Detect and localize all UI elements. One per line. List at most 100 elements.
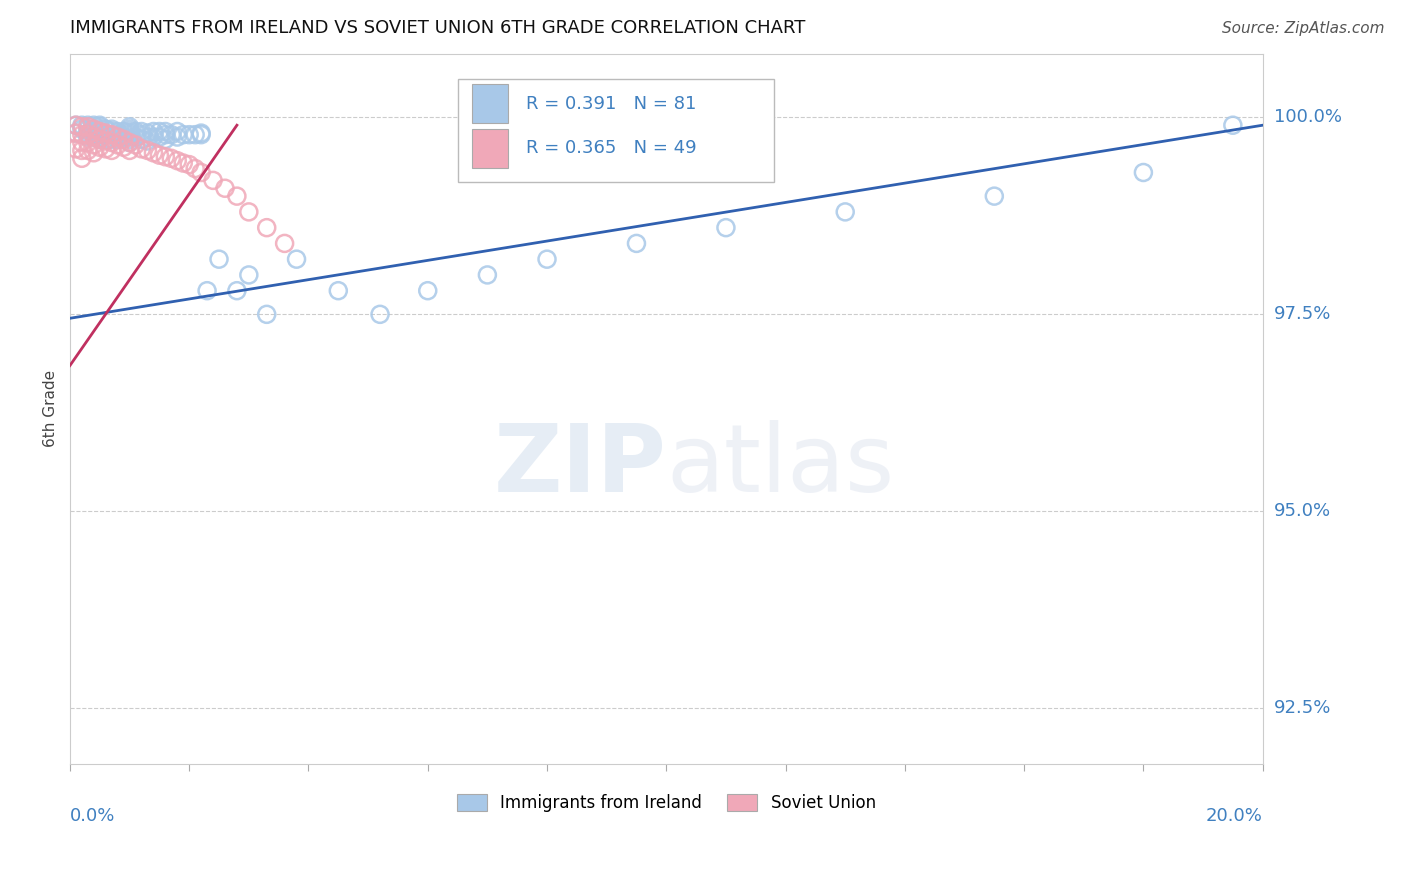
Point xyxy=(118,124,141,138)
Point xyxy=(107,128,129,142)
Point xyxy=(89,126,111,140)
Point xyxy=(328,284,350,298)
Point xyxy=(94,122,117,136)
Point xyxy=(70,136,93,150)
Text: 100.0%: 100.0% xyxy=(1274,108,1341,127)
Point xyxy=(89,124,111,138)
Point xyxy=(131,132,153,146)
Point xyxy=(148,130,170,145)
Text: 20.0%: 20.0% xyxy=(1206,807,1263,825)
Text: 97.5%: 97.5% xyxy=(1274,305,1331,323)
Point xyxy=(83,145,105,160)
Point xyxy=(100,132,122,146)
Point xyxy=(112,132,135,146)
Point xyxy=(118,144,141,158)
Point xyxy=(65,126,87,140)
Point xyxy=(136,134,159,148)
Point xyxy=(76,144,98,158)
Point xyxy=(160,128,183,142)
Text: 92.5%: 92.5% xyxy=(1274,699,1331,717)
Text: 0.0%: 0.0% xyxy=(70,807,115,825)
Point xyxy=(368,307,391,321)
Point xyxy=(834,205,856,219)
Point xyxy=(166,153,188,168)
Point xyxy=(76,122,98,136)
Point xyxy=(136,144,159,158)
Point xyxy=(118,128,141,142)
Point xyxy=(1132,165,1154,179)
Point xyxy=(70,144,93,158)
FancyBboxPatch shape xyxy=(457,79,773,182)
Point xyxy=(107,137,129,152)
Point xyxy=(94,126,117,140)
Point xyxy=(131,142,153,156)
Point xyxy=(83,130,105,145)
Legend: Immigrants from Ireland, Soviet Union: Immigrants from Ireland, Soviet Union xyxy=(450,788,883,819)
Point xyxy=(160,151,183,165)
Point xyxy=(626,236,648,251)
Point xyxy=(536,252,558,267)
Point xyxy=(89,140,111,154)
Point xyxy=(142,145,165,160)
Point xyxy=(94,142,117,156)
Point xyxy=(94,132,117,146)
Point xyxy=(256,220,278,235)
Point xyxy=(142,130,165,145)
Point xyxy=(172,128,194,142)
Point xyxy=(65,118,87,132)
Point xyxy=(124,124,146,138)
Point xyxy=(184,161,207,176)
Point xyxy=(148,124,170,138)
Point xyxy=(76,130,98,145)
Point xyxy=(136,130,159,145)
Point xyxy=(70,151,93,165)
Point xyxy=(131,128,153,142)
Point xyxy=(155,128,177,142)
Point xyxy=(155,150,177,164)
Point xyxy=(208,252,231,267)
Point xyxy=(118,130,141,145)
Text: 95.0%: 95.0% xyxy=(1274,502,1331,520)
Point xyxy=(89,118,111,132)
Point xyxy=(226,189,249,203)
Point xyxy=(136,126,159,140)
Bar xyxy=(472,128,508,168)
Point xyxy=(112,130,135,145)
Point xyxy=(89,132,111,146)
Point xyxy=(118,132,141,146)
Point xyxy=(155,124,177,138)
Point xyxy=(76,126,98,140)
Point xyxy=(70,128,93,142)
Point xyxy=(190,126,212,140)
Point xyxy=(76,128,98,142)
Point xyxy=(70,122,93,136)
Point xyxy=(983,189,1005,203)
Point xyxy=(100,122,122,136)
Point xyxy=(118,120,141,134)
Point xyxy=(273,236,295,251)
Point xyxy=(1222,118,1244,132)
Point xyxy=(89,120,111,134)
Point xyxy=(89,122,111,136)
Point xyxy=(179,128,201,142)
Text: Source: ZipAtlas.com: Source: ZipAtlas.com xyxy=(1222,21,1385,36)
Point xyxy=(94,134,117,148)
Point xyxy=(76,136,98,150)
Point xyxy=(76,118,98,132)
Point xyxy=(65,142,87,156)
Point xyxy=(83,122,105,136)
Point xyxy=(100,144,122,158)
Point xyxy=(89,124,111,138)
Point xyxy=(148,148,170,162)
Point xyxy=(190,128,212,142)
Point xyxy=(256,307,278,321)
Point xyxy=(89,128,111,142)
Point xyxy=(226,284,249,298)
Point xyxy=(70,118,93,132)
Y-axis label: 6th Grade: 6th Grade xyxy=(44,370,58,448)
Point xyxy=(100,128,122,142)
Point xyxy=(166,130,188,145)
Point xyxy=(100,124,122,138)
Point xyxy=(714,220,737,235)
Point xyxy=(214,181,236,195)
